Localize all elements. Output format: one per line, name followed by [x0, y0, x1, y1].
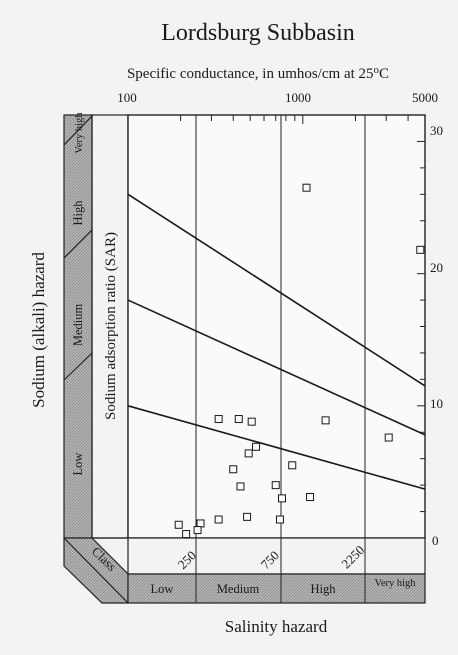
y-axis-label: Sodium adsorption ratio (SAR) — [103, 232, 119, 420]
salinity-class-very-high: Very high — [374, 578, 416, 589]
data-point-21 — [193, 526, 202, 535]
sodium-class-divider-2 — [63, 229, 93, 259]
plot-area — [127, 114, 426, 539]
top-minor-ticks — [180, 115, 409, 124]
boundary-line-1 — [127, 193, 426, 387]
data-point-5 — [247, 417, 256, 426]
y-tick-20: 20 — [430, 260, 443, 275]
top-tick-1000: 1000 — [285, 90, 311, 105]
boundary-line-2 — [127, 299, 426, 436]
sodium-class-medium: Medium — [71, 304, 85, 347]
sodium-class-very-high: Very high — [74, 112, 85, 154]
data-point-13 — [271, 481, 280, 490]
data-point-8 — [252, 442, 261, 451]
y-tick-0: 0 — [432, 533, 439, 548]
class-band-edge — [63, 537, 129, 604]
data-point-17 — [275, 515, 284, 524]
data-point-4 — [234, 415, 243, 424]
sodium-class-high: High — [71, 200, 85, 226]
sodium-class-divider-1 — [63, 352, 93, 381]
data-point-15 — [306, 493, 315, 502]
data-point-3 — [214, 415, 223, 424]
y-tick-10: 10 — [430, 396, 443, 411]
data-point-16 — [243, 512, 252, 521]
top-axis-label-text: Specific conductance, in umhos/cm at 25 — [127, 66, 374, 82]
data-points — [174, 183, 425, 539]
data-point-9 — [244, 449, 253, 458]
data-point-18 — [174, 520, 183, 529]
data-point-19 — [196, 519, 205, 528]
left-axis-label: Sodium (alkali) hazard — [29, 252, 48, 408]
boundary-lines — [127, 193, 426, 490]
top-axis-label-unit: C — [379, 66, 389, 82]
salinity-class-medium: Medium — [217, 582, 260, 596]
top-tick-5000: 5000 — [412, 90, 438, 105]
top-tick-100: 100 — [117, 90, 137, 105]
data-point-10 — [288, 461, 297, 470]
data-point-12 — [236, 482, 245, 491]
salinity-hazard-row — [127, 573, 426, 604]
data-point-7 — [384, 433, 393, 442]
data-point-11 — [229, 465, 238, 474]
data-point-1 — [302, 183, 311, 192]
sodium-class-divider-3 — [63, 115, 93, 146]
x-axis-label: Salinity hazard — [225, 617, 328, 636]
data-point-2 — [416, 245, 425, 254]
salinity-class-low: Low — [151, 582, 174, 596]
data-point-6 — [321, 416, 330, 425]
data-point-22 — [182, 530, 191, 539]
chart-title: Lordsburg Subbasin — [161, 20, 355, 46]
top-axis-label: Specific conductance, in umhos/cm at 25o… — [127, 64, 389, 82]
salinity-class-high: High — [311, 582, 337, 596]
top-axis-label-degree: o — [374, 64, 380, 76]
y-tick-30: 30 — [430, 123, 443, 138]
data-point-20 — [214, 515, 223, 524]
salinity-tick-row — [127, 537, 426, 575]
sodium-class-low: Low — [71, 453, 85, 476]
data-point-14 — [277, 494, 286, 503]
boundary-line-3 — [127, 405, 426, 490]
